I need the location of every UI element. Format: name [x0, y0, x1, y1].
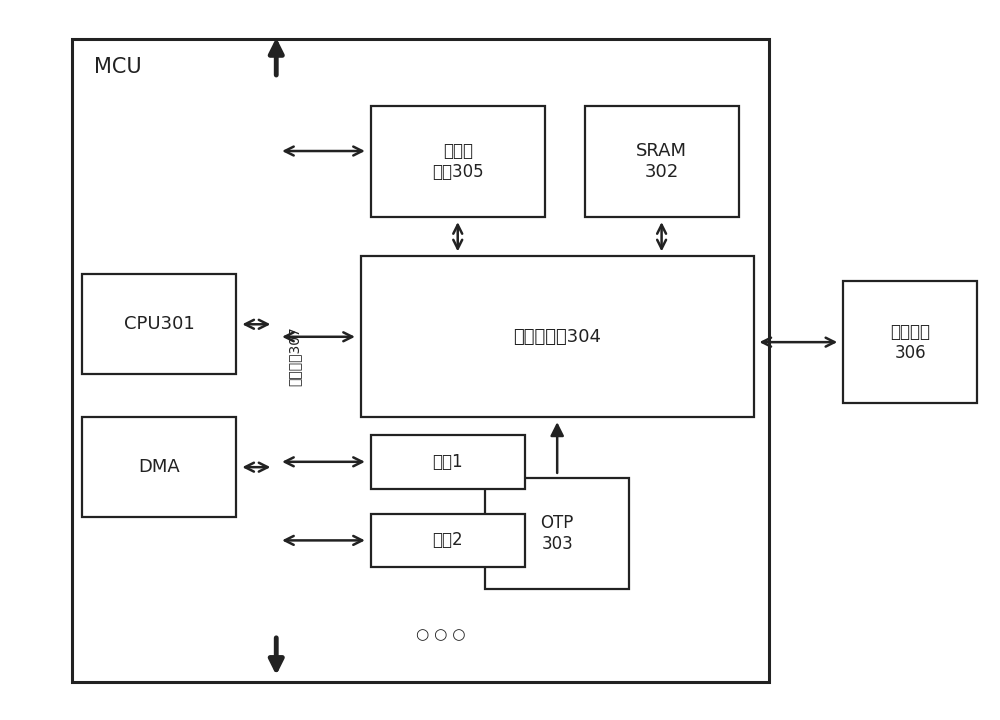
Bar [72, 38, 768, 682]
Bar [82, 417, 236, 517]
Bar [585, 107, 739, 217]
Text: MCU: MCU [94, 57, 142, 77]
Text: 闪存芯片
306: 闪存芯片 306 [890, 323, 930, 361]
Text: SRAM
302: SRAM 302 [636, 143, 687, 181]
Text: 闪存控制器304: 闪存控制器304 [513, 328, 601, 346]
Bar [371, 435, 525, 489]
Text: 设备1: 设备1 [432, 453, 463, 471]
Text: DMA: DMA [139, 458, 180, 476]
Bar [82, 274, 236, 374]
Text: ○ ○ ○: ○ ○ ○ [416, 628, 465, 642]
Text: 系统总线307: 系统总线307 [287, 327, 301, 387]
Bar [371, 513, 525, 567]
Bar [485, 478, 629, 589]
Text: 内存控
制器305: 内存控 制器305 [432, 143, 484, 181]
Text: OTP
303: OTP 303 [540, 514, 574, 553]
Bar [843, 282, 977, 403]
Text: CPU301: CPU301 [124, 315, 195, 333]
Text: 设备2: 设备2 [432, 531, 463, 549]
Bar [361, 256, 754, 417]
Bar [371, 107, 545, 217]
